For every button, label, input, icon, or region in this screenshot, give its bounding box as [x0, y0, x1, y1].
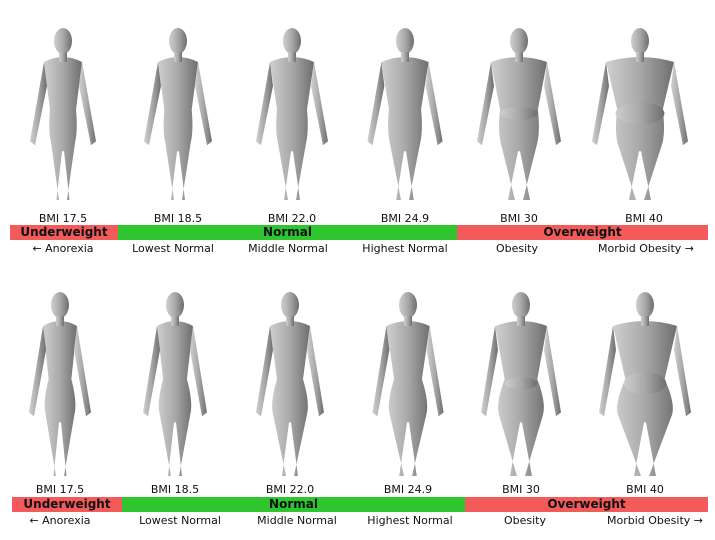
- bmi-label: BMI 30: [500, 212, 538, 225]
- male-figure: [256, 28, 328, 200]
- female-figure: [29, 292, 91, 476]
- female-figure: [599, 292, 691, 476]
- description-label: Obesity: [503, 514, 547, 527]
- male-figure: [367, 28, 443, 200]
- bmi-label: BMI 24.9: [383, 483, 433, 496]
- male-figure: [30, 28, 96, 200]
- description-label: ← Anorexia: [32, 242, 94, 255]
- underweight-band: Underweight: [10, 225, 118, 240]
- normal-band: Normal: [118, 225, 457, 240]
- description-label: Lowest Normal: [139, 514, 221, 527]
- overweight-band: Overweight: [465, 497, 708, 512]
- description-label: Middle Normal: [257, 514, 337, 527]
- female-figure: [481, 292, 561, 476]
- overweight-band: Overweight: [457, 225, 708, 240]
- bmi-label: BMI 18.5: [150, 483, 200, 496]
- bmi-label: BMI 17.5: [35, 483, 85, 496]
- bmi-label: BMI 18.5: [153, 212, 203, 225]
- female-figure: [372, 292, 444, 476]
- male-figure: [592, 28, 688, 200]
- male-figure: [477, 28, 561, 200]
- bmi-label: BMI 22.0: [267, 212, 317, 225]
- bmi-label: BMI 30: [502, 483, 540, 496]
- description-label: Middle Normal: [248, 242, 328, 255]
- male-figure: [144, 28, 212, 200]
- underweight-band: Underweight: [12, 497, 122, 512]
- bmi-label: BMI 40: [626, 483, 664, 496]
- bmi-label: BMI 24.9: [380, 212, 430, 225]
- male-figures: [30, 28, 688, 200]
- description-label: Highest Normal: [362, 242, 448, 255]
- bmi-label: BMI 17.5: [38, 212, 88, 225]
- description-label: Lowest Normal: [132, 242, 214, 255]
- bmi-label: BMI 22.0: [265, 483, 315, 496]
- description-label: ← Anorexia: [29, 514, 91, 527]
- description-label: Morbid Obesity →: [598, 242, 694, 255]
- bmi-label: BMI 40: [625, 212, 663, 225]
- female-figure: [256, 292, 324, 476]
- female-figure: [143, 292, 207, 476]
- description-label: Highest Normal: [367, 514, 453, 527]
- normal-band: Normal: [122, 497, 465, 512]
- female-figures: [29, 292, 691, 476]
- description-label: Obesity: [495, 242, 539, 255]
- description-label: Morbid Obesity →: [607, 514, 703, 527]
